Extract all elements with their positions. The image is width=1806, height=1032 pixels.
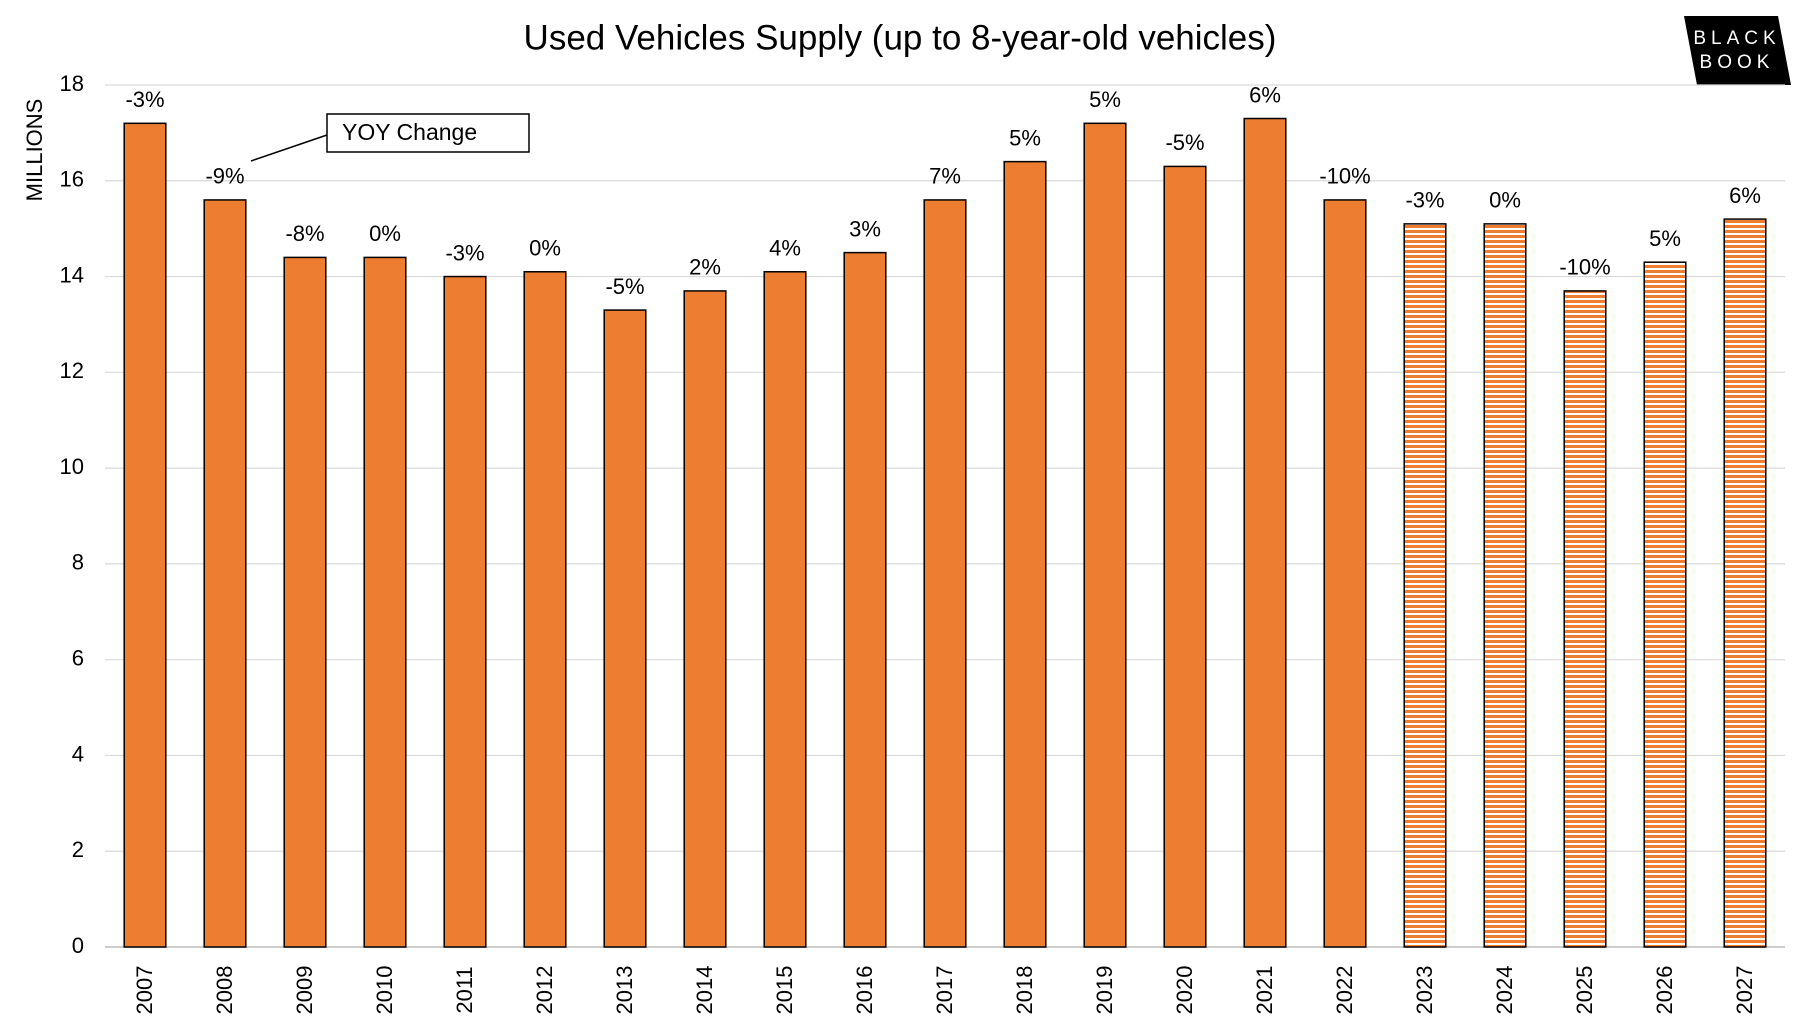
logo-text: BLACK	[1693, 28, 1780, 49]
bar	[1643, 261, 1687, 948]
bar	[363, 256, 407, 948]
y-tick-label: 6	[72, 645, 84, 670]
x-tick-label: 2024	[1492, 966, 1517, 1015]
bar	[203, 199, 247, 948]
bar	[443, 275, 487, 948]
annotation-leader	[250, 134, 328, 162]
bar	[283, 256, 327, 948]
yoy-label: -10%	[1559, 255, 1610, 280]
x-tick-label: 2013	[612, 966, 637, 1015]
y-tick-label: 12	[60, 358, 84, 383]
yoy-label: -3%	[125, 87, 164, 112]
bar	[683, 290, 727, 948]
x-tick-label: 2016	[852, 966, 877, 1015]
x-tick-label: 2022	[1332, 966, 1357, 1015]
logo-text: BOOK	[1700, 52, 1775, 73]
yoy-label: 5%	[1009, 125, 1041, 150]
yoy-label: 5%	[1649, 226, 1681, 251]
x-tick-label: 2010	[372, 966, 397, 1015]
annotation-box	[326, 113, 530, 153]
bar	[1563, 290, 1607, 948]
bar	[763, 271, 807, 948]
bar	[843, 251, 887, 948]
y-tick-label: 2	[72, 837, 84, 862]
bar	[123, 122, 167, 948]
y-tick-label: 4	[72, 741, 84, 766]
y-tick-label: 18	[60, 71, 84, 96]
yoy-label: 5%	[1089, 87, 1121, 112]
yoy-label: 6%	[1249, 82, 1281, 107]
bar	[603, 309, 647, 948]
chart-title: Used Vehicles Supply (up to 8-year-old v…	[524, 18, 1277, 57]
x-tick-label: 2008	[212, 966, 237, 1015]
x-tick-label: 2007	[132, 966, 157, 1015]
x-tick-label: 2017	[932, 966, 957, 1015]
bar	[1243, 117, 1287, 948]
y-tick-label: 16	[60, 167, 84, 192]
x-tick-label: 2014	[692, 966, 717, 1015]
yoy-label: -3%	[445, 240, 484, 265]
yoy-label: -9%	[205, 164, 244, 189]
yoy-label: 3%	[849, 216, 881, 241]
yoy-label: 0%	[1489, 188, 1521, 213]
y-axis-label: MILLIONS	[22, 99, 47, 202]
x-tick-label: 2015	[772, 966, 797, 1015]
yoy-label: -5%	[605, 274, 644, 299]
x-tick-label: 2018	[1012, 966, 1037, 1015]
y-tick-label: 14	[60, 262, 84, 287]
x-tick-label: 2025	[1572, 966, 1597, 1015]
annotation: YOY Change	[342, 119, 477, 145]
x-tick-label: 2020	[1172, 966, 1197, 1015]
yoy-label: -10%	[1319, 164, 1370, 189]
x-tick-label: 2026	[1652, 966, 1677, 1015]
bar	[1483, 223, 1527, 948]
x-tick-label: 2021	[1252, 966, 1277, 1015]
yoy-label: 4%	[769, 236, 801, 261]
x-tick-label: 2009	[292, 966, 317, 1015]
logo	[1684, 16, 1791, 85]
yoy-label: -8%	[285, 221, 324, 246]
bar	[1323, 199, 1367, 948]
yoy-label: 7%	[929, 164, 961, 189]
yoy-label: -5%	[1165, 130, 1204, 155]
yoy-label: -3%	[1405, 188, 1444, 213]
yoy-label: 0%	[529, 236, 561, 261]
y-tick-label: 10	[60, 454, 84, 479]
bar	[1163, 165, 1207, 948]
x-tick-label: 2011	[452, 966, 477, 1013]
bar	[1003, 160, 1047, 948]
bar	[1083, 122, 1127, 948]
y-tick-label: 0	[72, 933, 84, 958]
bar	[1723, 218, 1767, 948]
x-tick-label: 2027	[1732, 966, 1757, 1015]
x-tick-label: 2023	[1412, 966, 1437, 1015]
x-tick-label: 2019	[1092, 966, 1117, 1015]
yoy-label: 2%	[689, 255, 721, 280]
bar	[1403, 223, 1447, 948]
yoy-label: 0%	[369, 221, 401, 246]
bar	[523, 271, 567, 948]
bar	[923, 199, 967, 948]
x-tick-label: 2012	[532, 966, 557, 1015]
yoy-label: 6%	[1729, 183, 1761, 208]
y-tick-label: 8	[72, 550, 84, 575]
